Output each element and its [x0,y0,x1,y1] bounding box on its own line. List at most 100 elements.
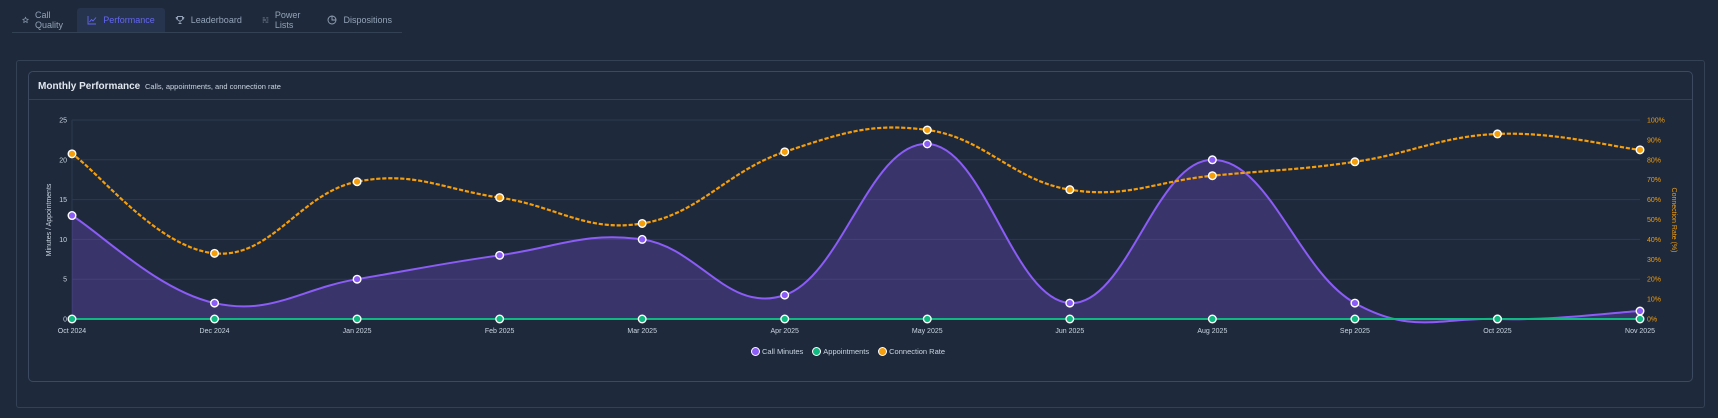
y-axis-label: Minutes / Appointments [46,183,53,256]
x-tick-label: Jan 2025 [343,328,372,335]
legend-label: Connection Rate [889,347,946,356]
legend-item-connection-rate[interactable]: Connection Rate [878,347,945,356]
tab-label: Call Quality [35,10,64,30]
appointments-point [1065,314,1075,324]
tab-call-quality[interactable]: Call Quality [12,8,77,32]
y-tick-label: 25 [59,118,67,125]
appointments-point [210,314,220,324]
y2-tick-label: 30% [1647,257,1661,264]
appointments-point [922,314,932,324]
call-minutes-point [1065,298,1075,308]
y-tick-label: 10 [59,237,67,244]
call-minutes-point [67,211,77,221]
y2-tick-label: 80% [1647,157,1661,164]
star-icon [22,16,29,24]
legend-swatch [751,347,760,356]
legend-label: Call Minutes [762,347,804,356]
call-minutes-area [72,143,1640,323]
tab-performance[interactable]: Performance [77,8,165,32]
appointments-point [67,314,77,324]
tab-power-lists[interactable]: Power Lists [252,8,318,32]
connection-rate-line [70,126,1642,255]
y2-tick-label: 40% [1647,237,1661,244]
y2-tick-label: 60% [1647,197,1661,204]
call-minutes-point [1207,155,1217,165]
tab-bar: Call Quality Performance Leaderboard Power … [12,8,402,33]
call-minutes-point [780,290,790,300]
tab-label: Leaderboard [190,15,242,25]
tab-label: Power Lists [274,10,301,30]
y-tick-label: 0 [63,317,67,324]
card-subtitle: Calls, appointments, and connection rate [145,82,281,91]
x-tick-label: Oct 2024 [58,328,87,335]
x-tick-label: Sep 2025 [1340,328,1370,335]
tab-dispositions[interactable]: Dispositions [317,8,402,32]
connection-rate-point [1065,185,1075,195]
y-tick-label: 5 [63,277,67,284]
call-minutes-point [210,298,220,308]
connection-rate-point [1635,145,1645,155]
tab-label: Dispositions [343,15,392,25]
x-tick-label: Jun 2025 [1055,328,1084,335]
connection-rate-point [1207,171,1217,181]
x-tick-label: Apr 2025 [771,328,800,335]
legend-item-appointments[interactable]: Appointments [812,347,869,356]
appointments-point [1350,314,1360,324]
trophy-icon [175,16,185,24]
tab-leaderboard[interactable]: Leaderboard [165,8,252,32]
x-tick-label: Aug 2025 [1197,328,1227,335]
connection-rate-point [922,125,932,135]
connection-rate-point [637,218,647,228]
appointments-point [637,314,647,324]
legend-label: Appointments [823,347,870,356]
legend-swatch [812,347,822,356]
x-tick-label: Feb 2025 [485,328,515,335]
call-minutes-point [922,139,932,149]
y2-tick-label: 50% [1647,217,1661,224]
call-minutes-point [1350,298,1360,308]
connection-rate-point [67,149,77,159]
y2-axis-label: Connection Rate (%) [1670,188,1677,253]
pie-chart-icon [328,15,337,25]
y2-tick-label: 20% [1647,277,1661,284]
tab-label: Performance [103,15,155,25]
card-title: Monthly Performance [38,81,141,92]
appointments-point [1635,314,1645,324]
card-header: Monthly Performance Calls, appointments,… [29,72,1692,100]
x-tick-label: Nov 2025 [1625,328,1655,335]
appointments-point [352,314,362,324]
x-tick-label: May 2025 [912,328,943,335]
y2-tick-label: 90% [1647,137,1661,144]
x-tick-label: Mar 2025 [627,328,657,335]
legend-swatch [878,347,888,356]
connection-rate-point [495,193,505,203]
line-chart-icon [87,16,97,25]
legend-item-call-minutes[interactable]: Call Minutes [751,347,803,356]
outer-panel [16,60,1705,408]
appointments-point [1207,314,1217,324]
appointments-point [1492,314,1502,324]
connection-rate-point [780,147,790,157]
call-minutes-point [495,250,505,260]
y-tick-label: 15 [59,197,67,204]
connection-rate-point [210,248,220,258]
x-tick-label: Oct 2025 [1483,328,1512,335]
chart-legend: Call Minutes Appointments Connection Rate [751,347,945,356]
y2-tick-label: 100% [1647,118,1665,125]
connection-rate-point [1492,129,1502,139]
y2-tick-label: 0% [1647,317,1657,324]
list-icon [262,17,269,23]
x-tick-label: Dec 2024 [200,328,230,335]
chart-card: Monthly Performance Calls, appointments,… [28,71,1693,382]
appointments-point [780,314,790,324]
appointments-point [495,314,505,324]
call-minutes-point [637,234,647,244]
y2-tick-label: 10% [1647,297,1661,304]
y2-tick-label: 70% [1647,177,1661,184]
connection-rate-point [352,177,362,187]
connection-rate-point [1350,157,1360,167]
y-tick-label: 20 [59,157,67,164]
call-minutes-point [352,274,362,284]
call-minutes-point [1635,306,1645,316]
